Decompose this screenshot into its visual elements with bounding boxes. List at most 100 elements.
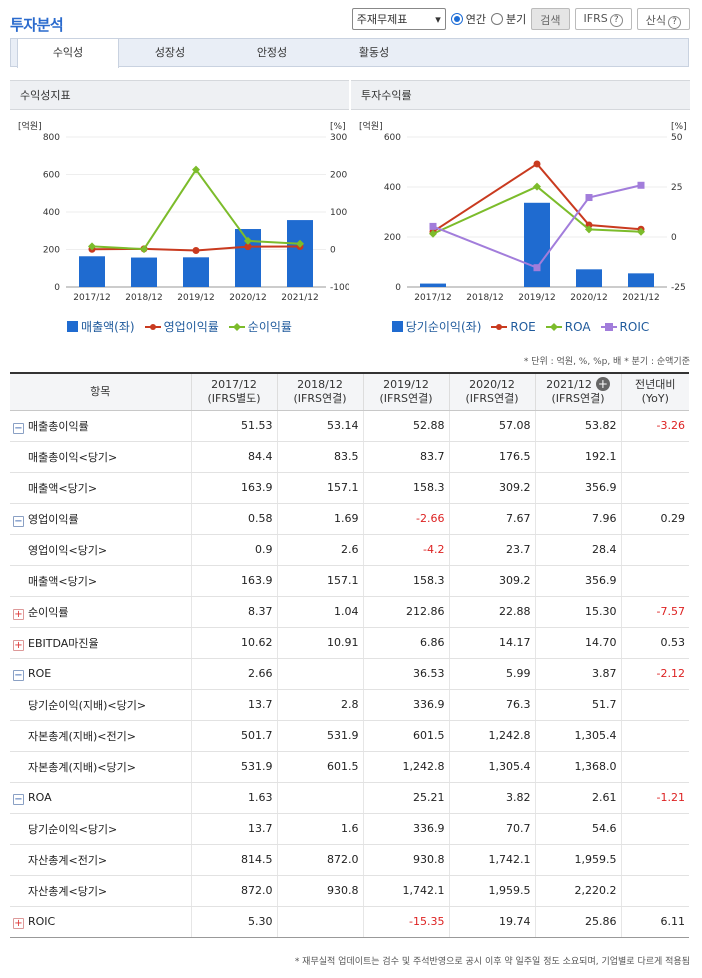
year-label: 2019/12	[383, 377, 429, 391]
value-cell: 814.5	[190, 844, 277, 876]
value-cell: 3.82	[448, 782, 535, 814]
bar	[131, 257, 157, 287]
bar-swatch-icon	[391, 321, 403, 332]
expand-icon[interactable]: +	[13, 639, 24, 651]
row-label-cell: 자본총계(지배)<전기>	[10, 720, 191, 752]
legend-label: 매출액(좌)	[81, 320, 135, 334]
tab-growth[interactable]: 성장성	[154, 46, 186, 59]
bar	[79, 256, 105, 287]
y-tick-label-right: 0	[330, 246, 336, 256]
collapse-icon[interactable]: −	[13, 515, 24, 527]
row-label: 자산총계<전기>	[28, 853, 108, 867]
row-label: 당기순이익(지배)<당기>	[28, 698, 147, 712]
row-label: 자본총계(지배)<당기>	[28, 760, 136, 774]
value-cell: 157.1	[276, 565, 363, 597]
radio-quarter[interactable]: 분기	[491, 11, 526, 27]
y-tick-label-left: 0	[54, 283, 60, 293]
value-cell	[276, 658, 363, 690]
legend-item[interactable]: ROA	[545, 318, 591, 335]
table-row: 당기순이익(지배)<당기> 13.7 2.8 336.9 76.3 51.7	[10, 689, 689, 721]
row-label: 자산총계<당기>	[28, 884, 108, 898]
value-cell	[276, 906, 363, 938]
value-cell: 1,742.1	[362, 875, 449, 907]
year-label: 2020/12	[469, 377, 515, 391]
formula-label: 산식	[645, 14, 666, 27]
ifrs-help-button[interactable]: IFRS?	[574, 8, 632, 30]
row-label-cell[interactable]: + ROIC	[10, 906, 191, 938]
value-cell: 501.7	[190, 720, 277, 752]
yoy-cell	[620, 534, 689, 566]
value-cell: 601.5	[276, 751, 363, 783]
row-label-cell: 자본총계(지배)<당기>	[10, 751, 191, 783]
data-point	[533, 264, 541, 272]
radio-annual[interactable]: 연간	[450, 11, 486, 27]
table-row: 자산총계<전기> 814.5 872.0 930.8 1,742.1 1,959.5	[10, 844, 689, 876]
expand-icon[interactable]: +	[13, 608, 24, 620]
tab-stability[interactable]: 안정성	[256, 46, 288, 59]
collapse-icon[interactable]: −	[13, 793, 24, 805]
value-cell: 2.8	[276, 689, 363, 721]
data-point	[585, 194, 593, 202]
line-red-icon	[491, 323, 508, 330]
radio-unselected-icon	[491, 13, 504, 25]
chevron-down-icon: ▾	[435, 12, 441, 26]
tab-profitability[interactable]: 수익성	[17, 39, 119, 68]
row-label: ROA	[28, 790, 52, 804]
collapse-icon[interactable]: −	[13, 422, 24, 434]
legend-item[interactable]: 매출액(좌)	[67, 318, 135, 335]
yoy-cell: -2.12	[620, 658, 689, 690]
value-cell: 19.74	[448, 906, 535, 938]
value-cell: 51.7	[534, 689, 621, 721]
value-cell: 7.67	[448, 503, 535, 535]
yoy-cell	[620, 472, 689, 504]
value-cell: 157.1	[276, 472, 363, 504]
tab-activity[interactable]: 활동성	[358, 46, 390, 59]
formula-help-button[interactable]: 산식?	[636, 8, 690, 30]
row-label-cell[interactable]: − 영업이익률	[10, 503, 191, 535]
panel-title: 수익성지표	[10, 80, 349, 110]
profitability-chart: [억원] [%] 0 200 400 600 800 -100 0 100 200 300 2017/1…	[18, 120, 349, 303]
value-cell: 2.66	[190, 658, 277, 690]
row-label-cell[interactable]: + 순이익률	[10, 596, 191, 628]
statement-select[interactable]: 주재무제표 ▾	[351, 8, 446, 30]
legend-item[interactable]: 영업이익률	[144, 318, 219, 335]
value-cell: 28.4	[534, 534, 621, 566]
y-tick-label-left: 400	[384, 183, 401, 193]
value-cell: 336.9	[362, 689, 449, 721]
y-tick-label-right: 200	[330, 171, 347, 181]
value-cell: 192.1	[534, 441, 621, 473]
value-cell: 158.3	[362, 565, 449, 597]
legend-item[interactable]: ROIC	[600, 318, 649, 335]
row-label-cell[interactable]: − 매출총이익률	[10, 410, 191, 442]
yoy-cell	[620, 813, 689, 845]
x-tick-label: 2020/12	[570, 293, 607, 303]
legend-item[interactable]: 순이익률	[228, 318, 292, 335]
value-cell: 5.99	[448, 658, 535, 690]
legend-label: 당기순이익(좌)	[405, 320, 482, 334]
collapse-icon[interactable]: −	[13, 669, 24, 681]
question-icon: ?	[668, 16, 681, 29]
value-cell: 15.30	[534, 596, 621, 628]
row-label-cell[interactable]: + EBITDA마진율	[10, 627, 191, 659]
value-cell: 336.9	[362, 813, 449, 845]
table-row: + 순이익률 8.37 1.04 212.86 22.88 15.30 -7.57	[10, 596, 689, 628]
expand-icon[interactable]: +	[13, 917, 24, 929]
row-label-cell[interactable]: − ROE	[10, 658, 191, 690]
basis-label: (IFRS별도)	[207, 391, 261, 405]
value-cell: 601.5	[362, 720, 449, 752]
controls-bar: 주재무제표 ▾ 연간 분기 검색 IFRS? 산식?	[351, 8, 690, 30]
expand-columns-icon[interactable]: +	[595, 377, 610, 392]
bar-swatch-icon	[67, 321, 79, 332]
legend-item[interactable]: ROE	[491, 318, 536, 335]
y-tick-label-right: 0	[671, 233, 677, 243]
yoy-sub-label: (YoY)	[641, 391, 669, 405]
legend-item[interactable]: 당기순이익(좌)	[391, 318, 482, 335]
column-header-year: 2021/12 + (IFRS연결)	[534, 372, 621, 411]
left-axis-unit: [억원]	[359, 120, 383, 132]
value-cell: 36.53	[362, 658, 449, 690]
bar	[524, 202, 550, 287]
row-label: 매출총이익률	[28, 419, 89, 433]
row-label-cell[interactable]: − ROA	[10, 782, 191, 814]
search-button[interactable]: 검색	[531, 8, 570, 30]
bar	[287, 220, 313, 287]
